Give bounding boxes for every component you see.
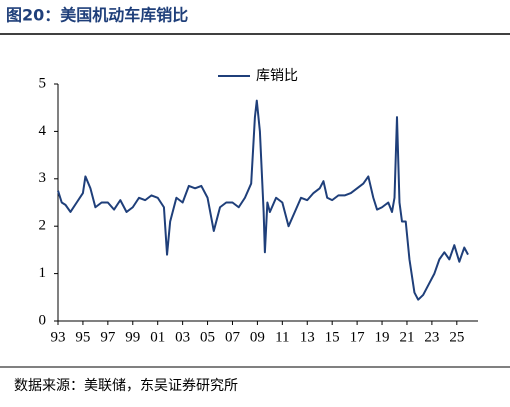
x-tick-label: 95 [75, 329, 90, 345]
x-tick-label: 03 [175, 329, 190, 345]
data-line [57, 99, 469, 301]
y-tick-label: 2 [39, 218, 47, 234]
x-tick-label: 07 [225, 329, 241, 345]
x-tick-label: 01 [150, 329, 165, 345]
x-tick-label: 97 [100, 329, 116, 345]
y-tick-label: 1 [39, 265, 47, 281]
y-tick-label: 3 [39, 170, 47, 186]
x-tick-label: 13 [300, 329, 315, 345]
x-tick-label: 25 [449, 329, 464, 345]
x-tick-label: 19 [375, 329, 390, 345]
x-tick-label: 17 [350, 329, 366, 345]
x-tick-label: 99 [125, 329, 140, 345]
x-tick-label: 15 [325, 329, 340, 345]
x-tick-label: 23 [424, 329, 439, 345]
y-tick-label: 0 [39, 312, 47, 328]
chart-title: 图20：美国机动车库销比 [6, 6, 188, 25]
x-tick-label: 09 [250, 329, 265, 345]
y-tick-label: 4 [39, 123, 47, 139]
x-tick-label: 11 [275, 329, 289, 345]
source-note: 数据来源：美联储，东吴证券研究所 [14, 378, 238, 394]
x-tick-label: 93 [51, 329, 66, 345]
x-tick-label: 21 [399, 329, 414, 345]
legend-label: 库销比 [256, 68, 298, 84]
y-tick-label: 5 [39, 75, 47, 91]
x-tick-label: 05 [200, 329, 215, 345]
